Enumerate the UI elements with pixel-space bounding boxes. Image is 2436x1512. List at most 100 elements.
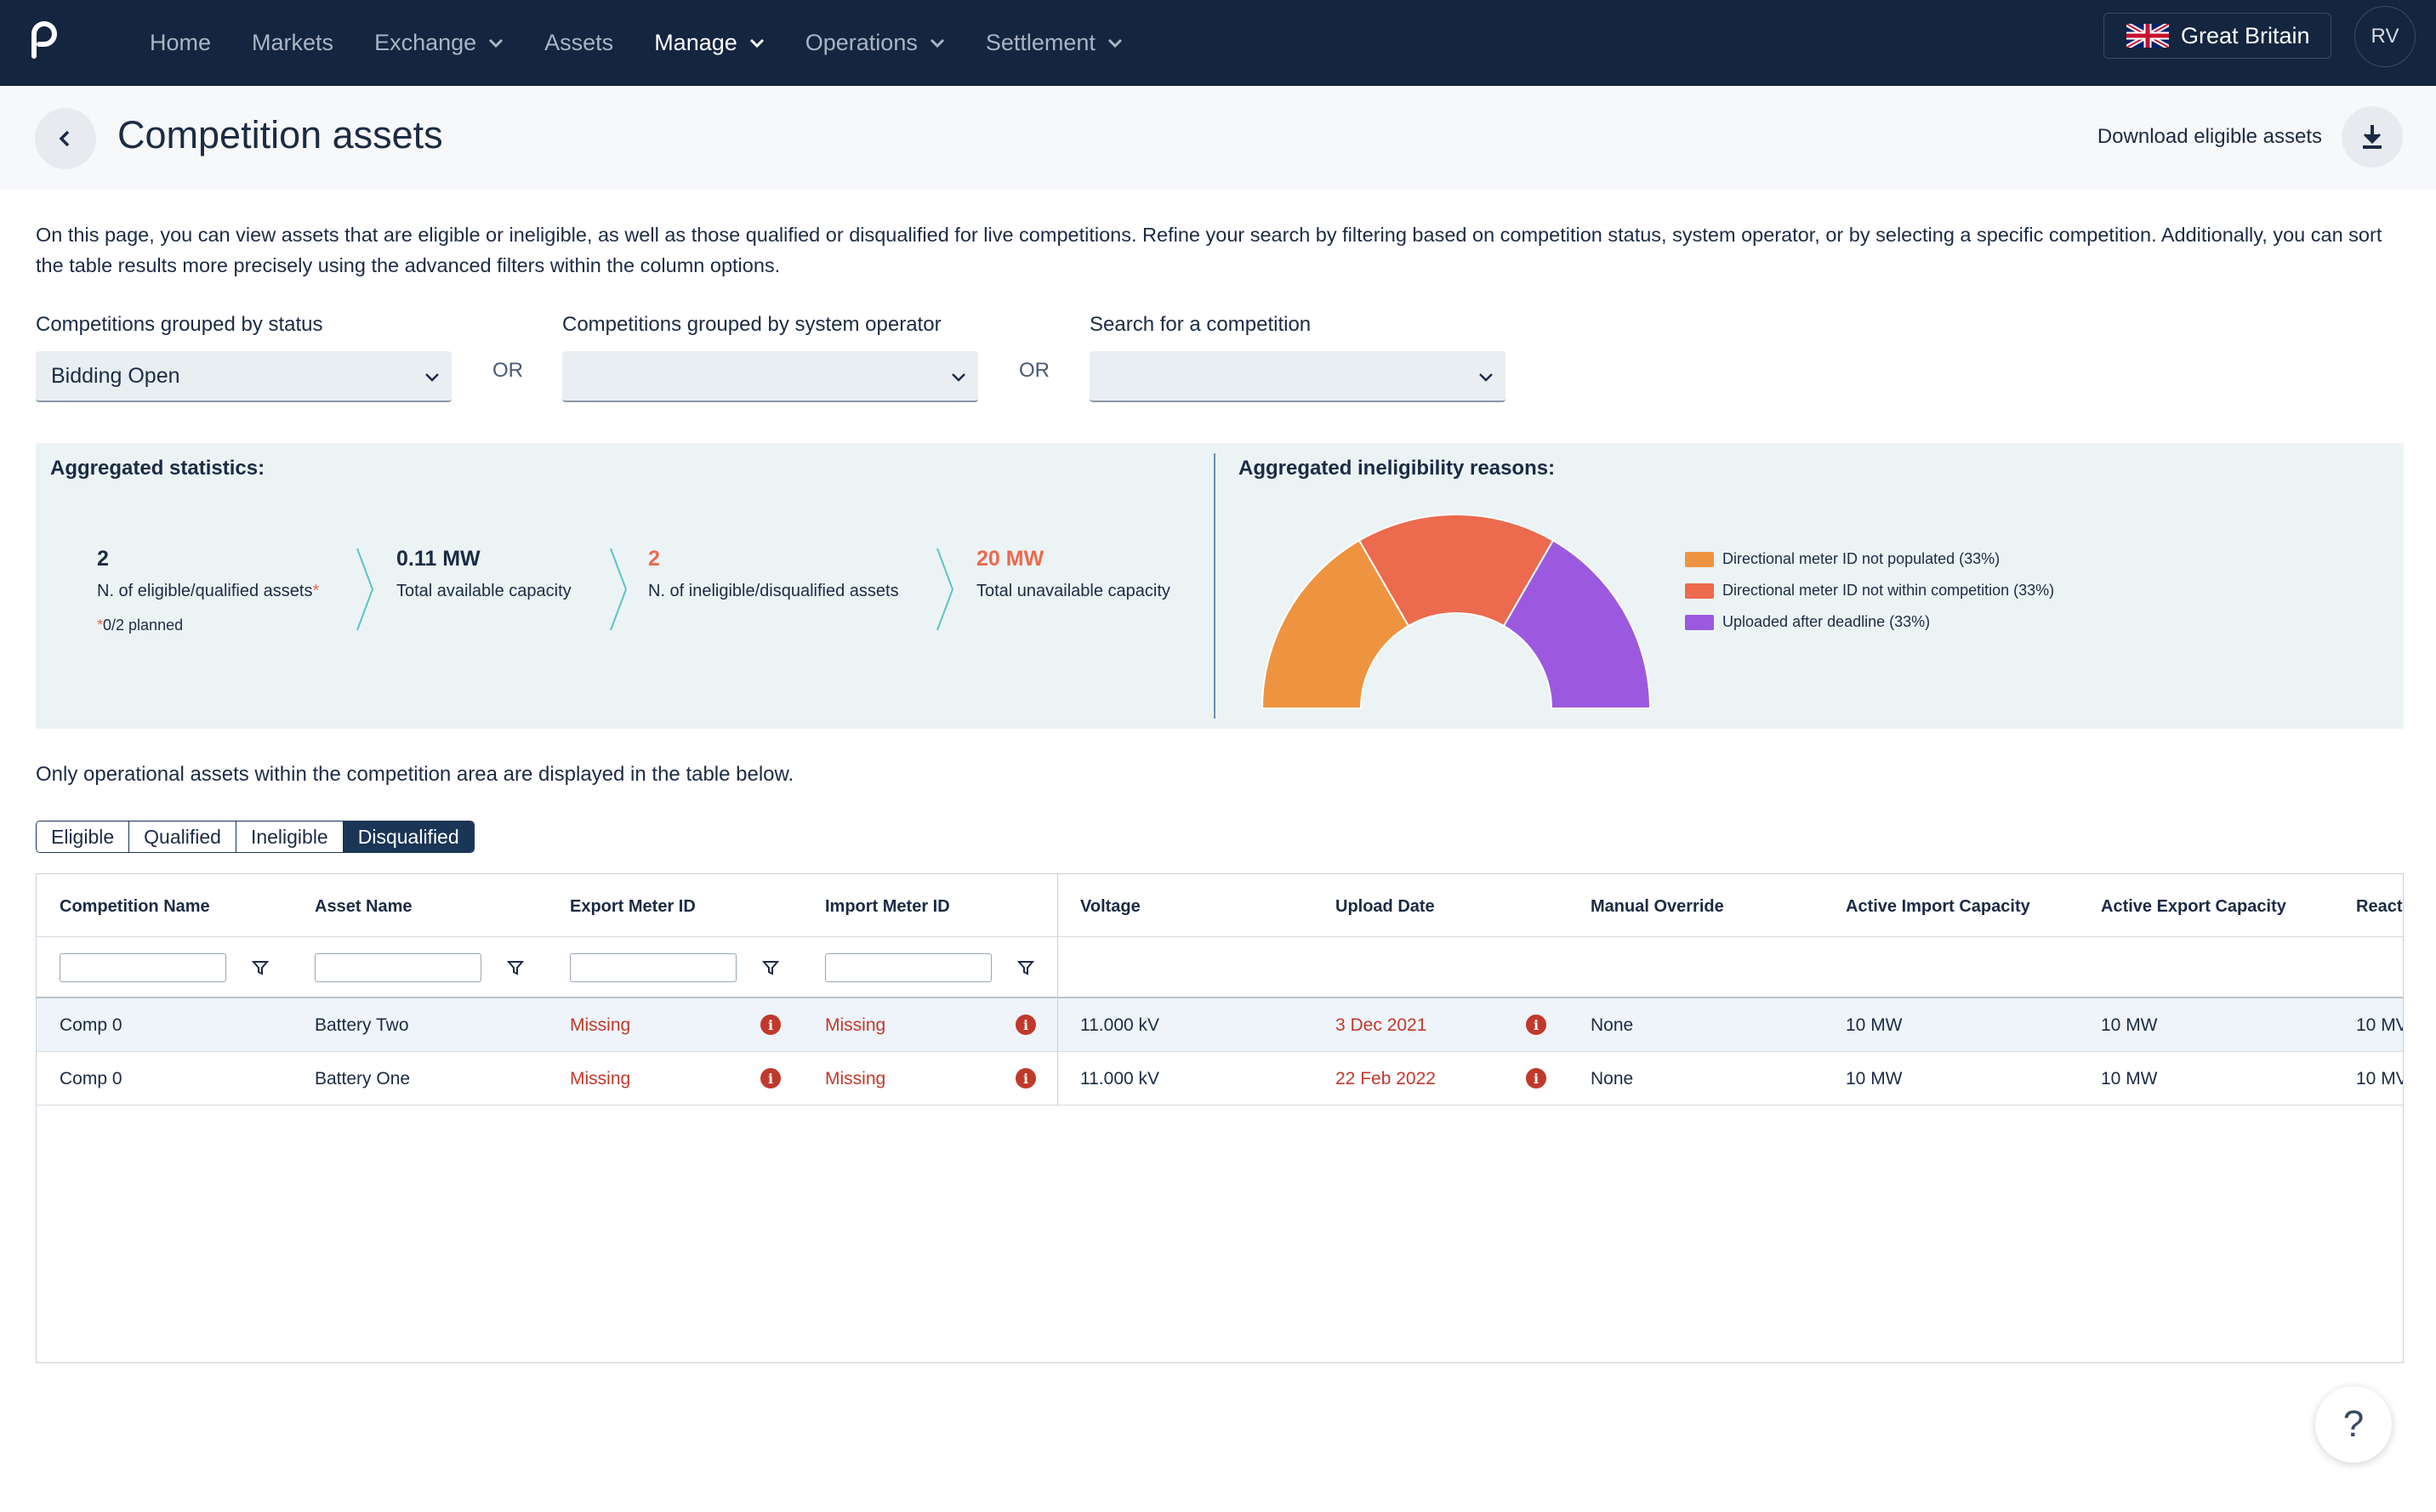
info-icon[interactable]: i	[1526, 1015, 1546, 1035]
stat-unavailable-capacity: 20 MW Total unavailable capacity	[976, 547, 1170, 601]
ineligibility-reasons-title: Aggregated ineligibility reasons:	[1238, 457, 1556, 480]
info-icon[interactable]: i	[1016, 1015, 1036, 1035]
help-icon: ?	[2342, 1403, 2365, 1445]
stat-eligible: 2 N. of eligible/qualified assets* *0/2 …	[97, 547, 319, 634]
filter-icon[interactable]	[250, 958, 270, 978]
legend-swatch	[1685, 614, 1714, 630]
legend-item: Directional meter ID not populated (33%)	[1685, 543, 2054, 575]
info-icon[interactable]: i	[760, 1015, 781, 1035]
table-row[interactable]: Comp 0 Battery One Missing i Missing i 1…	[37, 1052, 2403, 1106]
cell-export-meter: Missing	[570, 1015, 631, 1035]
stat-value: 2	[97, 547, 109, 571]
filter-icon[interactable]	[1016, 958, 1036, 978]
nav-item-markets[interactable]: Markets	[252, 30, 333, 56]
filter-icon[interactable]	[760, 958, 781, 978]
stat-value: 2	[648, 547, 660, 571]
intro-text: On this page, you can view assets that a…	[36, 224, 2382, 276]
logo-icon[interactable]	[26, 17, 61, 60]
cell-import-capacity: 10 MW	[1846, 1015, 1903, 1035]
column-header[interactable]: Voltage	[1080, 897, 1141, 916]
legend-swatch	[1685, 551, 1714, 567]
column-header[interactable]: Active Import Capacity	[1846, 897, 2030, 916]
ineligibility-donut-chart	[1261, 514, 1652, 709]
nav-item-assets[interactable]: Assets	[544, 30, 613, 56]
nav-item-label: Home	[150, 30, 212, 55]
operator-select[interactable]	[562, 351, 978, 402]
region-selector-button[interactable]: Great Britain	[2103, 13, 2331, 59]
stat-ineligible: 2 N. of ineligible/disqualified assets	[648, 547, 899, 601]
chart-legend: Directional meter ID not populated (33%)…	[1685, 543, 2054, 638]
column-header[interactable]: Export Meter ID	[570, 897, 696, 916]
download-button[interactable]	[2342, 106, 2403, 168]
region-label: Great Britain	[2181, 22, 2310, 48]
legend-label: Directional meter ID not populated (33%)	[1722, 550, 2001, 567]
chevron-right-icon	[610, 548, 628, 631]
table-row[interactable]: Comp 0 Battery Two Missing i Missing i 1…	[37, 998, 2403, 1052]
nav-links: Home Markets Exchange Assets Manage Oper…	[150, 0, 1164, 86]
table-header: Competition Name Asset Name Export Meter…	[37, 874, 2403, 937]
column-header[interactable]: Competition Name	[60, 897, 210, 916]
competition-select[interactable]	[1090, 351, 1505, 402]
tab-disqualified[interactable]: Disqualified	[343, 821, 474, 852]
tab-ineligible[interactable]: Ineligible	[236, 821, 344, 852]
import-meter-filter-input[interactable]	[825, 953, 992, 982]
cell-voltage: 11.000 kV	[1080, 1069, 1160, 1089]
legend-label: Directional meter ID not within competit…	[1722, 582, 2055, 599]
back-button[interactable]	[35, 108, 96, 169]
column-header[interactable]: Active Export Capacity	[2101, 897, 2286, 916]
column-header[interactable]: Asset Name	[315, 897, 413, 916]
page-title: Competition assets	[117, 113, 443, 156]
planned-note: *0/2 planned	[97, 617, 319, 634]
chevron-down-icon	[952, 373, 965, 382]
asset-name-filter-input[interactable]	[315, 953, 481, 982]
chevron-down-icon	[749, 38, 764, 48]
download-eligible-assets-link[interactable]: Download eligible assets	[2097, 125, 2322, 148]
stat-label: N. of eligible/qualified assets*	[97, 582, 319, 601]
donut-slice[interactable]	[1261, 539, 1410, 709]
status-select[interactable]: Bidding Open	[36, 351, 452, 402]
download-icon	[2363, 125, 2382, 149]
filter-icon[interactable]	[505, 958, 526, 978]
info-icon[interactable]: i	[1526, 1068, 1546, 1089]
help-button[interactable]: ?	[2315, 1386, 2392, 1463]
donut-slice[interactable]	[1357, 514, 1555, 628]
or-separator: OR	[1019, 359, 1050, 382]
stat-label: Total available capacity	[396, 582, 572, 600]
export-meter-filter-input[interactable]	[570, 953, 737, 982]
tab-eligible[interactable]: Eligible	[37, 821, 130, 852]
stat-value: 0.11 MW	[396, 547, 481, 571]
cell-competition: Comp 0	[60, 1015, 122, 1035]
cell-manual-override: None	[1591, 1015, 1634, 1035]
stat-label: Total unavailable capacity	[976, 582, 1170, 600]
nav-item-manage[interactable]: Manage	[654, 30, 765, 56]
user-avatar[interactable]: RV	[2354, 6, 2416, 67]
nav-item-label: Operations	[805, 30, 918, 55]
column-header[interactable]: React	[2356, 897, 2403, 916]
nav-item-exchange[interactable]: Exchange	[374, 30, 504, 56]
info-icon[interactable]: i	[760, 1068, 781, 1089]
cell-export-capacity: 10 MW	[2101, 1015, 2158, 1035]
stat-value: 20 MW	[976, 547, 1044, 571]
donut-slice[interactable]	[1502, 539, 1652, 709]
tab-qualified[interactable]: Qualified	[129, 821, 236, 852]
cell-import-capacity: 10 MW	[1846, 1069, 1903, 1089]
competition-name-filter-input[interactable]	[60, 953, 226, 982]
legend-label: Uploaded after deadline (33%)	[1722, 613, 1931, 630]
chevron-right-icon	[936, 548, 954, 631]
statistics-panel: Aggregated statistics: 2 N. of eligible/…	[36, 443, 2404, 729]
operator-filter-label: Competitions grouped by system operator	[562, 313, 942, 336]
column-header[interactable]: Manual Override	[1591, 897, 1724, 916]
nav-item-home[interactable]: Home	[150, 30, 211, 56]
info-icon[interactable]: i	[1016, 1068, 1036, 1089]
nav-item-settlement[interactable]: Settlement	[986, 30, 1123, 56]
cell-import-meter: Missing	[825, 1069, 886, 1089]
pinned-columns-separator	[1057, 874, 1058, 1106]
panel-divider	[1214, 453, 1215, 719]
nav-item-operations[interactable]: Operations	[805, 30, 945, 56]
column-header[interactable]: Import Meter ID	[825, 897, 950, 916]
stat-label-text: N. of eligible/qualified assets	[97, 582, 313, 600]
cell-voltage: 11.000 kV	[1080, 1015, 1160, 1035]
competition-search-label: Search for a competition	[1090, 313, 1312, 336]
cell-import-meter: Missing	[825, 1015, 886, 1035]
column-header[interactable]: Upload Date	[1335, 897, 1435, 916]
